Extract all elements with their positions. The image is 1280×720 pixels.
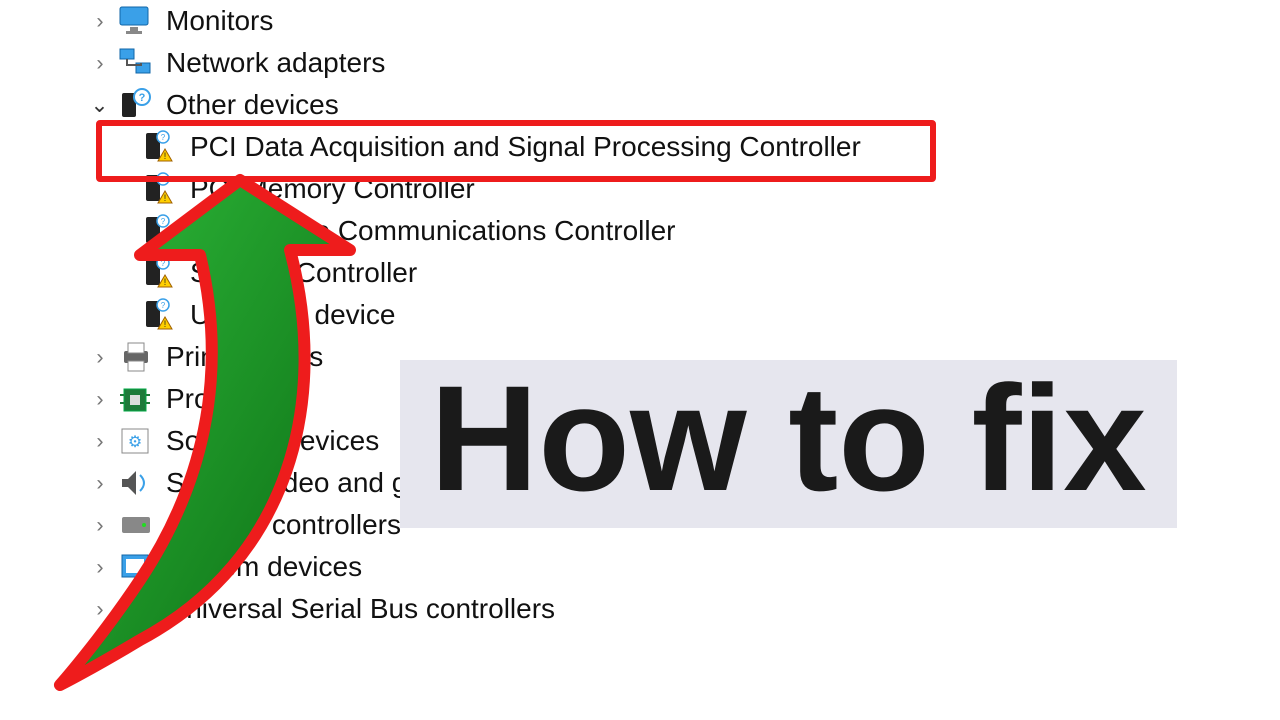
svg-text:?: ? [161,301,166,310]
tree-item-label: PCI Memory Controller [190,173,475,205]
svg-text:?: ? [161,217,166,226]
storage-icon [116,507,156,543]
tree-item-label: Other devices [166,89,339,121]
tree-item-label: Universal Serial Bus controllers [166,593,555,625]
svg-text:!: ! [164,319,167,329]
tree-item-pci-memory[interactable]: ?! PCI Memory Controller [50,168,861,210]
chevron-right-icon[interactable] [90,515,110,536]
tree-item-sm-bus[interactable]: ?! SM Bus Controller [50,252,861,294]
printer-icon [116,339,156,375]
svg-text:?: ? [161,175,166,184]
chevron-right-icon[interactable] [90,347,110,368]
svg-text:⚙: ⚙ [128,434,142,451]
tree-item-pci-simple-comm[interactable]: ?! PCI Simple Communications Controller [50,210,861,252]
chevron-right-icon[interactable] [90,53,110,74]
svg-text:!: ! [164,235,167,245]
tree-item-label: Monitors [166,5,273,37]
chevron-right-icon[interactable] [90,473,110,494]
svg-text:!: ! [164,277,167,287]
warning-device-icon: ?! [140,171,180,207]
monitor-icon [116,3,156,39]
tree-item-usb[interactable]: Universal Serial Bus controllers [50,588,861,630]
chevron-right-icon[interactable] [90,389,110,410]
network-icon [116,45,156,81]
svg-text:!: ! [164,151,167,161]
software-icon: ⚙ [116,423,156,459]
chevron-right-icon[interactable] [90,431,110,452]
tree-item-label: Network adapters [166,47,385,79]
chevron-right-icon[interactable] [90,599,110,620]
tree-item-label: Print queues [166,341,323,373]
tree-item-label: SM Bus Controller [190,257,417,289]
tree-item-label: Storage controllers [166,509,401,541]
tree-item-pci-data-acq[interactable]: ?! PCI Data Acquisition and Signal Proce… [50,126,861,168]
cpu-icon [116,381,156,417]
tree-item-system[interactable]: System devices [50,546,861,588]
warning-device-icon: ?! [140,129,180,165]
tree-item-label: Software devices [166,425,379,457]
usb-icon [116,591,156,627]
svg-text:!: ! [164,193,167,203]
tree-item-label: PCI Data Acquisition and Signal Processi… [190,131,861,163]
unknown-device-icon: ? [116,87,156,123]
warning-device-icon: ?! [140,255,180,291]
warning-device-icon: ?! [140,213,180,249]
svg-text:?: ? [161,259,166,268]
tree-item-label: Processors [166,383,306,415]
svg-text:?: ? [161,133,166,142]
system-icon [116,549,156,585]
tree-item-label: Unknown device [190,299,395,331]
tree-item-monitors[interactable]: Monitors [50,0,861,42]
chevron-down-icon[interactable] [90,95,110,116]
tree-item-network[interactable]: Network adapters [50,42,861,84]
chevron-right-icon[interactable] [90,557,110,578]
tree-item-label: System devices [166,551,362,583]
warning-device-icon: ?! [140,297,180,333]
device-tree: Monitors Network adapters ? Other device… [50,0,861,630]
tree-item-unknown-device[interactable]: ?! Unknown device [50,294,861,336]
svg-text:?: ? [139,92,146,104]
tree-item-other-devices[interactable]: ? Other devices [50,84,861,126]
overlay-title: How to fix [400,360,1177,528]
chevron-right-icon[interactable] [90,11,110,32]
sound-icon [116,465,156,501]
tree-item-label: PCI Simple Communications Controller [190,215,676,247]
